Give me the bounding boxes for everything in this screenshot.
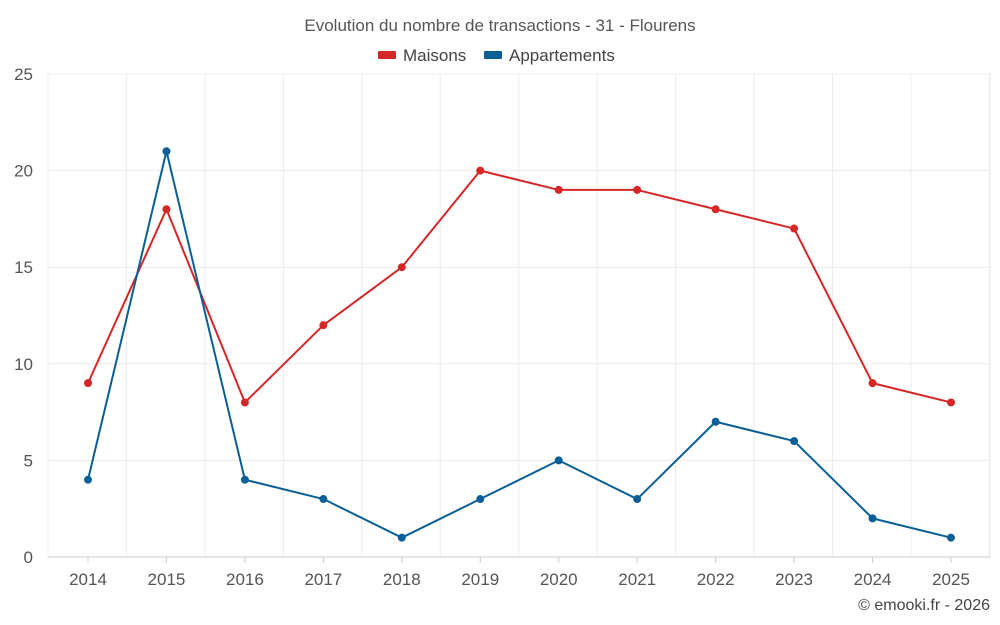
data-point-maisons — [240, 398, 249, 407]
data-point-appartements — [162, 147, 171, 156]
data-point-maisons — [319, 321, 328, 330]
data-point-maisons — [868, 379, 877, 388]
data-point-appartements — [476, 495, 485, 504]
x-tick-label: 2022 — [697, 570, 735, 589]
y-tick-label: 0 — [24, 548, 33, 567]
data-point-appartements — [397, 533, 406, 542]
x-tick-label: 2018 — [383, 570, 421, 589]
legend-label-appartements: Appartements — [509, 46, 615, 65]
data-point-maisons — [633, 185, 642, 194]
credit-text: © emooki.fr - 2026 — [858, 597, 990, 614]
data-point-appartements — [319, 495, 328, 504]
x-tick-label: 2023 — [775, 570, 813, 589]
data-point-appartements — [711, 417, 720, 426]
x-tick-label: 2020 — [540, 570, 578, 589]
grid — [47, 73, 991, 557]
legend-label-maisons: Maisons — [403, 46, 466, 65]
x-tick-label: 2015 — [148, 570, 186, 589]
data-point-maisons — [84, 379, 92, 388]
data-point-appartements — [554, 456, 563, 465]
data-point-maisons — [397, 263, 406, 272]
data-point-appartements — [947, 533, 955, 542]
data-point-appartements — [240, 475, 249, 484]
legend: Maisons Appartements — [378, 46, 615, 65]
series-line-appartements — [87, 150, 952, 539]
data-point-maisons — [947, 398, 955, 407]
y-tick-label: 15 — [14, 258, 33, 277]
data-point-appartements — [84, 475, 92, 484]
chart-title: Evolution du nombre de transactions - 31… — [304, 16, 695, 35]
legend-swatch-maisons — [378, 51, 396, 59]
data-point-maisons — [554, 185, 563, 194]
y-tick-label: 25 — [14, 65, 33, 84]
data-point-maisons — [790, 224, 799, 233]
x-tick-label: 2014 — [69, 570, 107, 589]
x-tick-label: 2016 — [226, 570, 264, 589]
data-point-maisons — [476, 166, 485, 175]
data-point-appartements — [790, 437, 799, 446]
data-point-maisons — [711, 205, 720, 214]
data-point-appartements — [633, 495, 642, 504]
x-tick-label: 2024 — [854, 570, 892, 589]
data-point-appartements — [868, 514, 877, 523]
x-tick-label: 2019 — [461, 570, 499, 589]
x-tick-label: 2025 — [932, 570, 970, 589]
data-point-maisons — [162, 205, 171, 214]
series-line-maisons — [87, 169, 952, 404]
y-tick-label: 5 — [24, 451, 33, 470]
series-group — [84, 147, 955, 542]
x-tick-label: 2021 — [618, 570, 656, 589]
legend-swatch-appartements — [484, 51, 502, 59]
y-tick-label: 10 — [14, 355, 33, 374]
y-tick-label: 20 — [14, 162, 33, 181]
x-tick-label: 2017 — [304, 570, 342, 589]
